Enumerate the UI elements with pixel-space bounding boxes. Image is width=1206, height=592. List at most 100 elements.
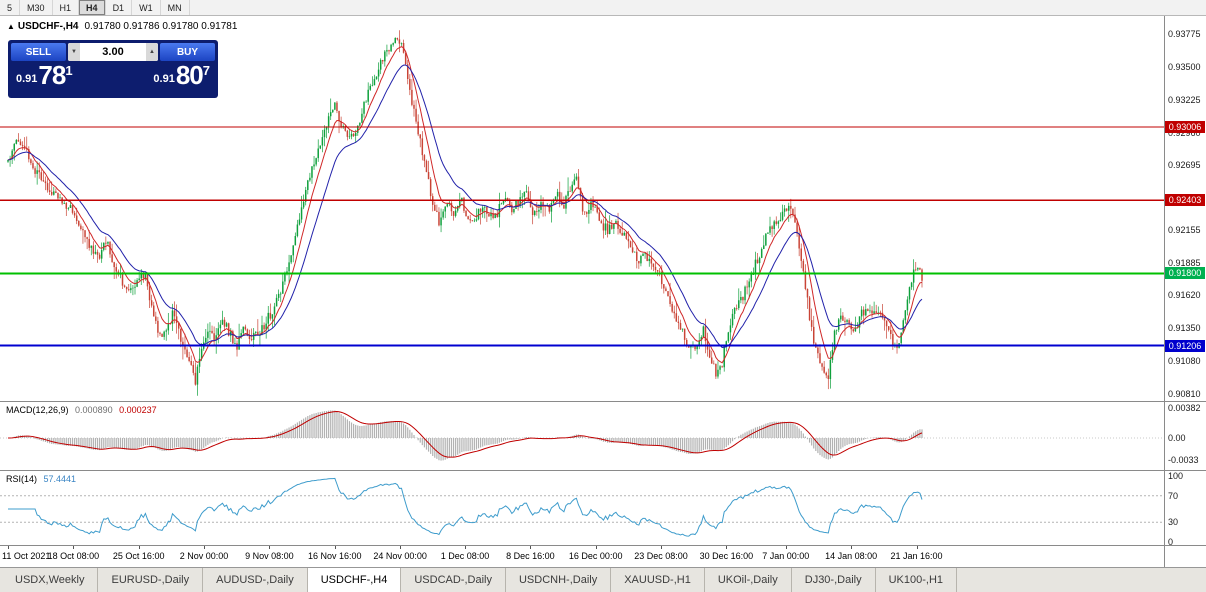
sell-price-big-digits: 78 (38, 60, 66, 90)
price-scale-label: 0.91620 (1168, 290, 1201, 301)
chart-tab-uk100-h1[interactable]: UK100-,H1 (876, 568, 958, 592)
sell-button[interactable]: SELL (11, 43, 66, 61)
time-axis-label[interactable]: 2 Nov 00:00 (179, 551, 229, 561)
chart-tab-usdchf-h4[interactable]: USDCHF-,H4 (307, 568, 402, 592)
macd-scale-label: -0.0033 (1168, 455, 1199, 465)
buy-price-prefix: 0.91 (153, 73, 175, 85)
time-axis-tick (661, 546, 663, 549)
time-axis-label[interactable]: 16 Dec 00:00 (568, 551, 623, 561)
rsi-scale-label: 100 (1168, 471, 1184, 481)
rsi-indicator-pane[interactable] (0, 471, 1164, 545)
time-axis-tick (400, 546, 402, 549)
volume-decrease-button[interactable]: ▼ (68, 43, 80, 61)
price-scale-label: 0.91350 (1168, 323, 1201, 334)
chart-tab-bar: USDX,Weekly EURUSD-,Daily AUDUSD-,Daily USD… (0, 567, 1206, 592)
timeframe-button-h1[interactable]: H1 (53, 0, 80, 15)
macd-indicator-pane[interactable] (0, 402, 1164, 470)
time-axis-tick (138, 546, 140, 549)
macd-title: MACD(12,26,9) 0.000890 0.000237 (6, 405, 161, 415)
time-axis-label[interactable]: 25 Oct 16:00 (112, 551, 165, 561)
chart-tab-usdcad-daily[interactable]: USDCAD-,Daily (401, 568, 506, 592)
price-scale-label: 0.92695 (1168, 159, 1201, 170)
macd-signal-value: 0.000237 (119, 405, 157, 415)
chart-tab-usdx-weekly[interactable]: USDX,Weekly (2, 568, 99, 592)
volume-input[interactable]: 3.00 (102, 46, 124, 58)
price-level-tag[interactable]: 0.91206 (1165, 339, 1205, 352)
rsi-value: 57.4441 (43, 474, 77, 484)
price-level-tag[interactable]: 0.92403 (1165, 194, 1205, 207)
time-axis-tick (595, 546, 597, 549)
time-axis-label[interactable]: 8 Dec 16:00 (506, 551, 555, 561)
timeframe-button-m30[interactable]: M30 (20, 0, 53, 15)
macd-scale-label: 0.00 (1168, 433, 1186, 443)
time-axis-label[interactable]: 18 Oct 08:00 (47, 551, 100, 561)
time-axis-label[interactable]: 9 Nov 08:00 (245, 551, 294, 561)
time-axis-tick (726, 546, 728, 549)
time-axis-tick (530, 546, 532, 549)
time-axis-tick (851, 546, 853, 549)
timeframe-button-5[interactable]: 5 (0, 0, 21, 15)
time-axis[interactable]: 11 Oct 2021 18 Oct 08:00 25 Oct 16:00 2 Nov… (0, 546, 1164, 567)
rsi-title: RSI(14) 57.4441 (6, 474, 80, 484)
timeframe-button-mn[interactable]: MN (161, 0, 190, 15)
chart-tab-usdcnh-daily[interactable]: USDCNH-,Daily (506, 568, 612, 592)
price-chart-pane[interactable] (0, 16, 1164, 401)
chart-tab-eurusd-daily[interactable]: EURUSD-,Daily (98, 568, 204, 592)
one-click-trading-panel: SELL ▼ 3.00 ▲ BUY 0.91 78 1 0.91 80 7 (8, 40, 218, 98)
time-axis-label[interactable]: 24 Nov 00:00 (373, 551, 427, 561)
time-axis-label[interactable]: 21 Jan 16:00 (890, 551, 943, 561)
chart-symbol-label: USDCHF-,H4 (17, 21, 79, 32)
rsi-scale-label: 70 (1168, 490, 1179, 501)
time-axis-label[interactable]: 1 Dec 08:00 (440, 551, 490, 561)
time-axis-tick (73, 546, 75, 549)
chart-tab-ukoil-daily[interactable]: UKOil-,Daily (705, 568, 792, 592)
time-axis-tick (785, 546, 787, 549)
timeframe-toolbar: 5 M30 H1 H4 D1 W1 MN (0, 0, 1206, 16)
volume-stepper[interactable]: ▼ 3.00 ▲ (68, 43, 158, 61)
time-axis-tick (269, 546, 271, 549)
sell-price-prefix: 0.91 (16, 73, 38, 85)
volume-increase-button[interactable]: ▲ (146, 43, 158, 61)
one-click-collapse-icon[interactable]: ▲ (7, 22, 15, 31)
chart-tab-dj30-daily[interactable]: DJ30-,Daily (792, 568, 876, 592)
price-scale-label: 0.90810 (1168, 388, 1201, 399)
time-axis-label[interactable]: 30 Dec 16:00 (699, 551, 754, 561)
time-axis-label[interactable]: 7 Jan 00:00 (762, 551, 810, 561)
time-axis-label[interactable]: 23 Dec 08:00 (634, 551, 688, 561)
time-axis-tick (465, 546, 466, 549)
price-scale-border (1164, 16, 1165, 567)
price-scale-label: 0.93225 (1168, 95, 1201, 106)
chart-tab-audusd-daily[interactable]: AUDUSD-,Daily (203, 568, 308, 592)
price-level-tag[interactable]: 0.93006 (1165, 121, 1205, 133)
price-scale-label: 0.92155 (1168, 225, 1201, 236)
rsi-name-label: RSI(14) (6, 474, 38, 484)
price-scale-label: 0.91080 (1168, 355, 1201, 366)
macd-name-label: MACD(12,26,9) (6, 405, 69, 415)
time-axis-tick (916, 546, 918, 549)
time-axis-tick (8, 546, 9, 549)
buy-button[interactable]: BUY (160, 43, 215, 61)
time-axis-label[interactable]: 16 Nov 16:00 (307, 551, 362, 561)
pane-separator[interactable] (0, 470, 1206, 471)
time-axis-tick (334, 546, 336, 549)
buy-price-pip-digit: 7 (202, 63, 210, 78)
price-scale-label: 0.93775 (1168, 28, 1201, 39)
buy-price-display[interactable]: 0.91 80 7 (153, 62, 210, 89)
buy-price-big-digits: 80 (175, 60, 204, 90)
pane-separator[interactable] (0, 401, 1206, 402)
timeframe-button-w1[interactable]: W1 (132, 0, 161, 15)
timeframe-button-h4[interactable]: H4 (79, 0, 106, 15)
sell-price-display[interactable]: 0.91 78 1 (16, 62, 73, 89)
chart-tab-xauusd-h1[interactable]: XAUUSD-,H1 (611, 568, 705, 592)
time-axis-label[interactable]: 14 Jan 08:00 (825, 551, 878, 561)
price-scale-label: 0.93500 (1168, 62, 1201, 72)
sell-price-pip-digit: 1 (65, 63, 73, 78)
macd-scale-label: 0.00382 (1168, 403, 1201, 413)
timeframe-button-d1[interactable]: D1 (106, 0, 133, 15)
rsi-scale-label: 0 (1168, 537, 1174, 547)
pane-separator (0, 545, 1206, 546)
rsi-scale-label: 30 (1168, 517, 1179, 528)
time-axis-label[interactable]: 11 Oct 2021 (2, 551, 51, 561)
price-level-tag[interactable]: 0.91800 (1165, 267, 1205, 280)
